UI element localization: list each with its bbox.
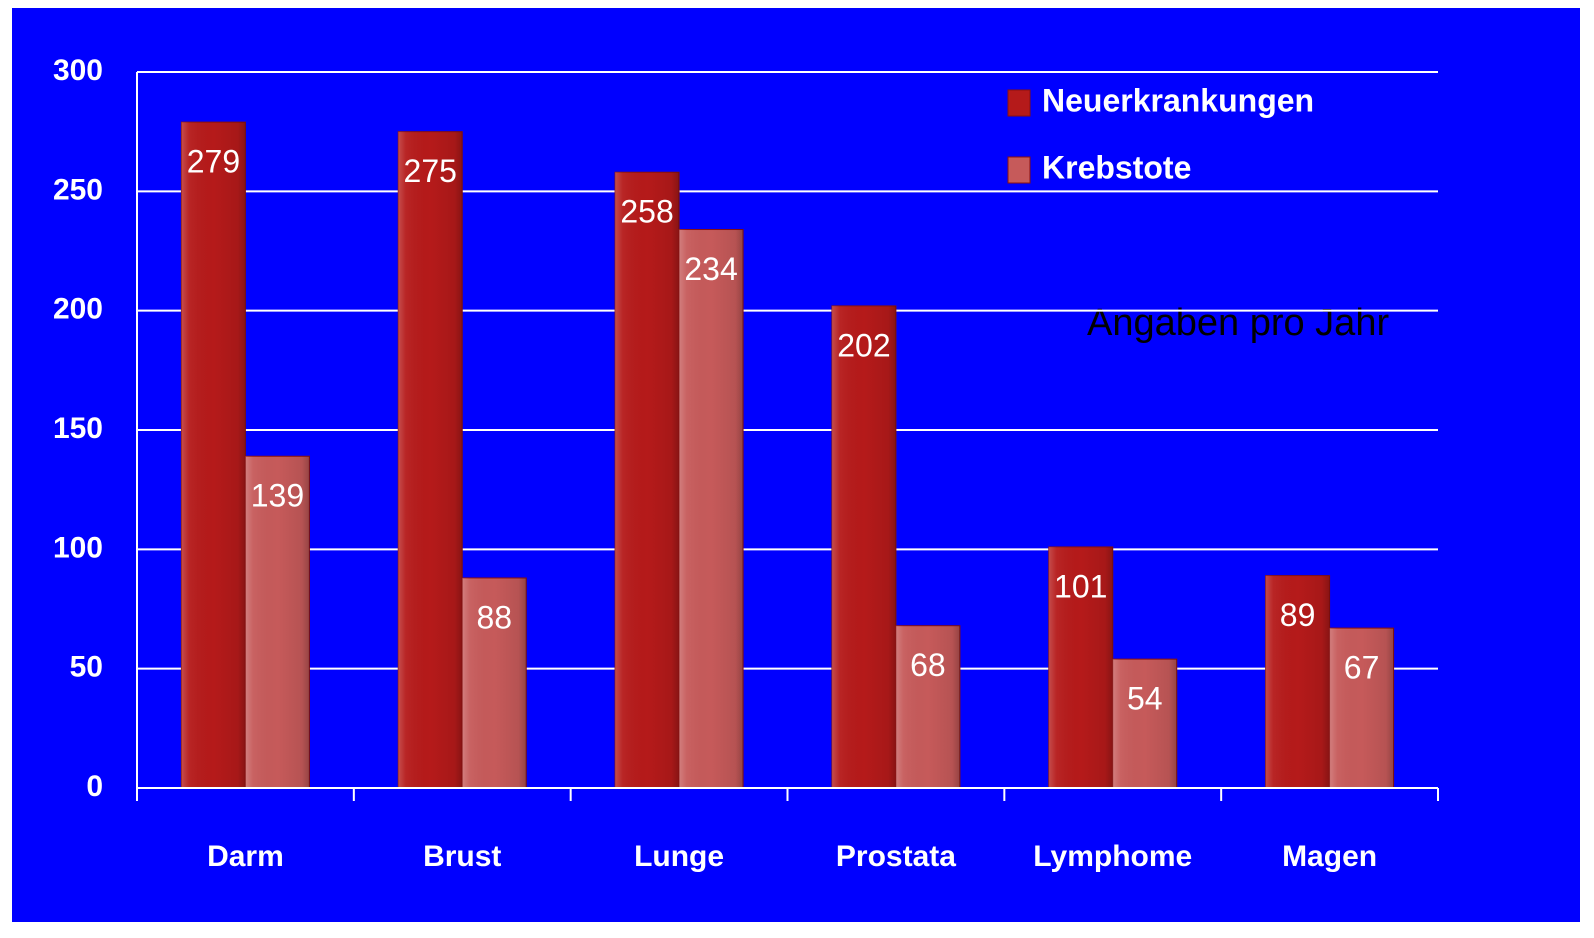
bar-shine xyxy=(679,229,744,788)
bar-shine xyxy=(1112,659,1177,788)
bar-shine xyxy=(1265,575,1330,788)
x-tick-label: Magen xyxy=(1282,840,1377,873)
legend-label: Neuerkrankungen xyxy=(1042,82,1314,118)
bar-shine xyxy=(895,625,960,788)
y-tick-label: 50 xyxy=(70,651,103,684)
bar-shine xyxy=(1048,546,1113,788)
data-label: 54 xyxy=(1127,681,1163,717)
annotation: Angaben pro Jahr xyxy=(1087,302,1389,344)
data-label: 279 xyxy=(187,144,240,180)
data-label: 258 xyxy=(620,194,673,230)
y-tick-label: 150 xyxy=(53,412,103,445)
bar-shine xyxy=(181,122,246,789)
x-tick-label: Lymphome xyxy=(1033,840,1192,873)
bar-shine xyxy=(1329,628,1394,788)
x-tick-label: Prostata xyxy=(836,840,956,873)
x-tick-label: Lunge xyxy=(634,840,724,873)
bar-shine xyxy=(615,172,680,789)
bar-shine xyxy=(245,456,310,788)
y-tick-label: 200 xyxy=(53,293,103,326)
data-label: 139 xyxy=(251,478,304,514)
y-tick-label: 300 xyxy=(53,54,103,87)
bar-shine xyxy=(462,577,527,788)
bar-shine xyxy=(398,131,463,788)
data-label: 88 xyxy=(476,599,512,635)
legend-label: Krebstote xyxy=(1042,149,1191,185)
y-tick-label: 100 xyxy=(53,531,103,564)
data-label: 67 xyxy=(1344,650,1380,686)
data-label: 202 xyxy=(837,327,890,363)
data-label: 234 xyxy=(684,251,737,287)
bar-shine xyxy=(831,305,896,788)
x-tick-label: Brust xyxy=(423,840,501,873)
legend-swatch xyxy=(1007,89,1031,117)
legend-swatch xyxy=(1007,156,1031,184)
data-label: 101 xyxy=(1054,568,1107,604)
data-label: 68 xyxy=(910,647,946,683)
y-tick-label: 250 xyxy=(53,173,103,206)
x-tick-label: Darm xyxy=(207,840,284,873)
data-label: 89 xyxy=(1280,597,1316,633)
data-label: 275 xyxy=(404,153,457,189)
y-tick-label: 0 xyxy=(86,770,103,803)
